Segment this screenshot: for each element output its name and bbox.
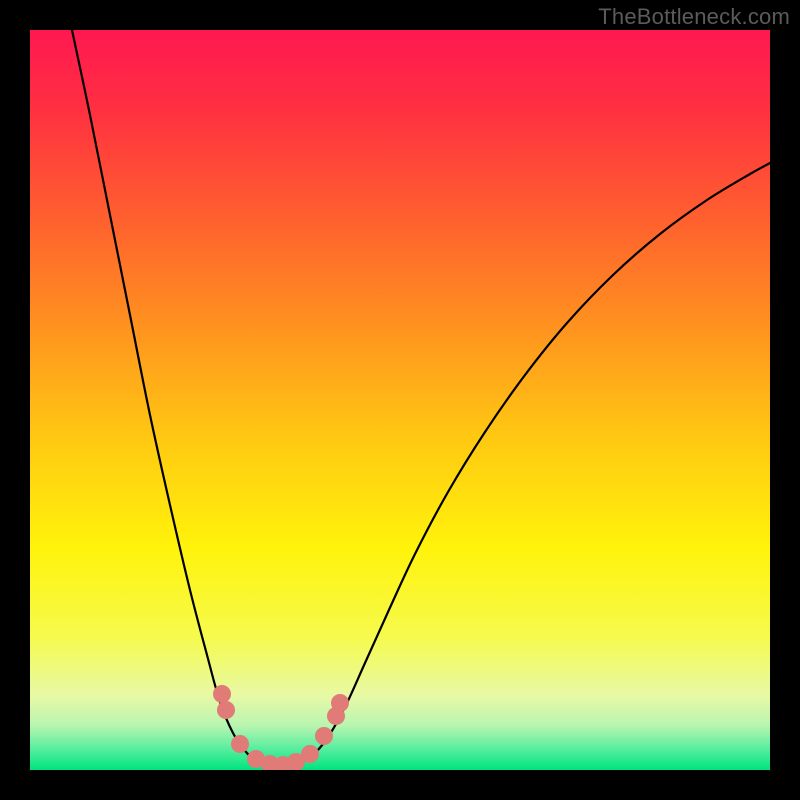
curve-marker: [331, 694, 349, 712]
watermark-text: TheBottleneck.com: [598, 4, 790, 30]
bottleneck-curve-chart: [0, 0, 800, 800]
curve-marker: [231, 735, 249, 753]
curve-marker: [213, 685, 231, 703]
chart-container: TheBottleneck.com: [0, 0, 800, 800]
curve-marker: [315, 727, 333, 745]
curve-marker: [217, 701, 235, 719]
chart-gradient-background: [30, 30, 770, 770]
curve-marker: [301, 745, 319, 763]
